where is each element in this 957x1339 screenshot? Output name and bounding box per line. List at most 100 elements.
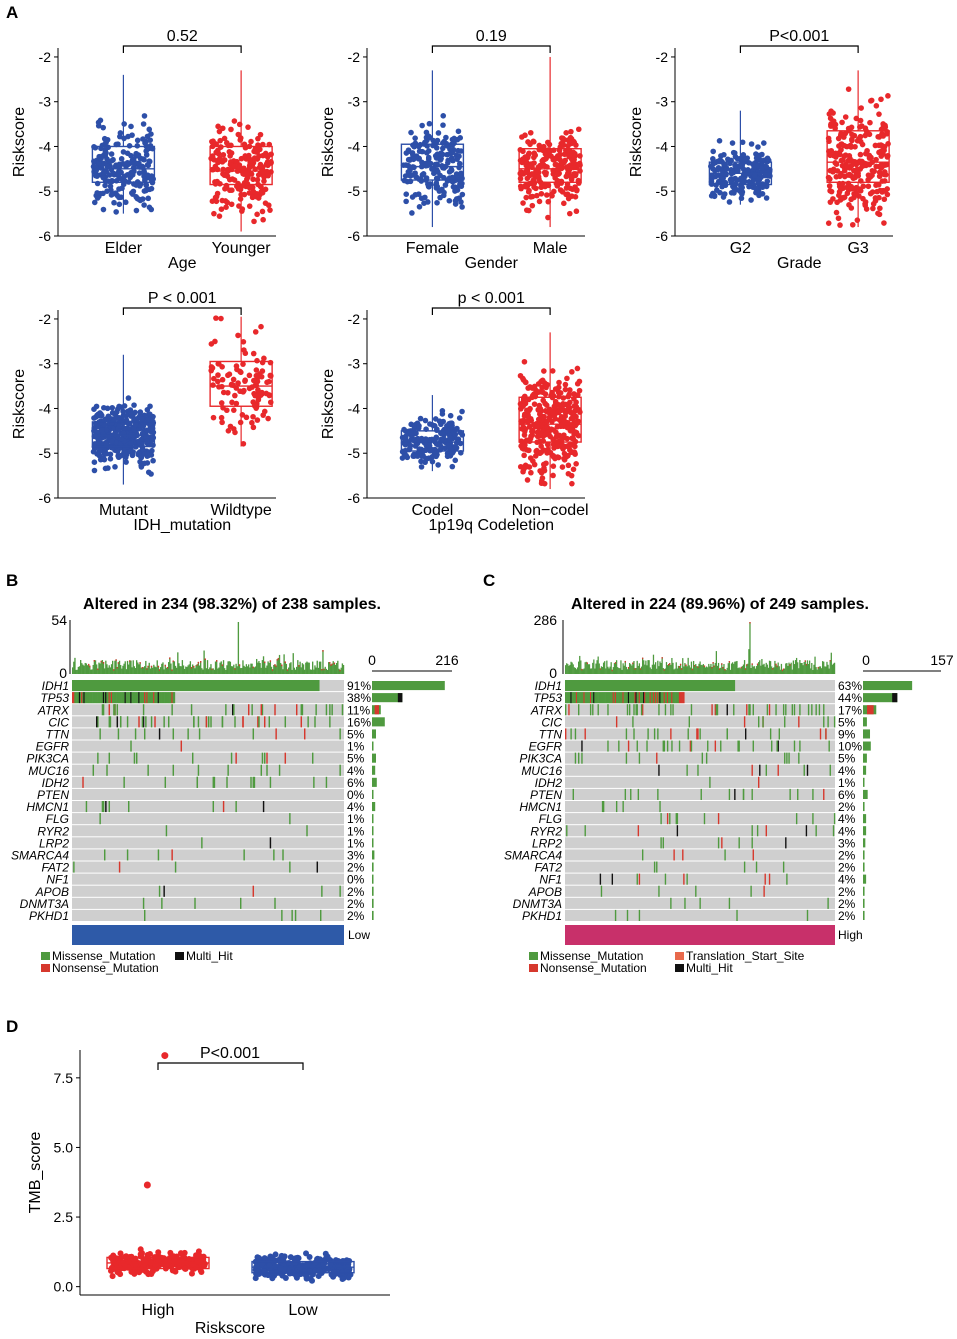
tmb-bar bbox=[331, 663, 333, 674]
tmb-bar bbox=[283, 654, 285, 674]
tmb-bar bbox=[597, 656, 599, 674]
tmb-bar bbox=[240, 668, 242, 674]
data-point bbox=[550, 453, 557, 459]
alteration-cell bbox=[154, 692, 156, 704]
alteration-cell bbox=[751, 837, 753, 849]
data-point bbox=[445, 159, 451, 166]
data-point bbox=[844, 190, 851, 197]
data-point bbox=[315, 1273, 322, 1280]
tmb-bar bbox=[661, 657, 663, 674]
tmb-bar bbox=[591, 668, 593, 674]
y-tick-label: -4 bbox=[39, 400, 52, 416]
data-point bbox=[870, 205, 876, 212]
tmb-bar bbox=[269, 660, 272, 674]
data-point bbox=[107, 1267, 114, 1274]
alteration-cell bbox=[102, 704, 105, 716]
data-point bbox=[240, 440, 247, 447]
alteration-cell bbox=[608, 692, 610, 704]
data-point bbox=[243, 414, 250, 421]
gene-label: HMCN1 bbox=[519, 800, 562, 814]
data-point bbox=[265, 1272, 272, 1279]
alteration-cell bbox=[307, 716, 309, 728]
data-point bbox=[755, 153, 761, 160]
data-point bbox=[418, 178, 425, 184]
tmb-bar bbox=[696, 666, 698, 674]
data-point bbox=[107, 183, 114, 190]
tmb-bar bbox=[764, 666, 766, 674]
data-point bbox=[148, 131, 154, 137]
gene-label: APOB bbox=[35, 885, 69, 899]
alteration-cell bbox=[73, 692, 75, 704]
tmb-bar-nonsense bbox=[172, 660, 174, 663]
tmb-bar bbox=[768, 660, 771, 674]
alteration-cell bbox=[626, 909, 629, 921]
data-point bbox=[878, 96, 884, 103]
data-point bbox=[543, 447, 549, 454]
data-point bbox=[539, 377, 546, 384]
data-point bbox=[526, 163, 533, 169]
tmb-bar bbox=[588, 664, 591, 674]
tmb-bar bbox=[134, 668, 137, 674]
alteration-cell bbox=[630, 692, 632, 704]
data-point bbox=[519, 426, 525, 432]
alteration-cell bbox=[625, 752, 628, 764]
tmb-bar bbox=[664, 668, 667, 674]
tmb-bar bbox=[107, 667, 109, 674]
alteration-cell bbox=[807, 704, 810, 716]
tmb-bar bbox=[774, 660, 776, 674]
tmb-bar bbox=[275, 665, 277, 674]
alteration-cell bbox=[170, 692, 172, 704]
data-point bbox=[232, 392, 238, 399]
tmb-bar-nonsense bbox=[264, 661, 266, 664]
tmb-bar bbox=[812, 669, 814, 674]
data-point bbox=[252, 329, 259, 335]
tmb-bar-nonsense bbox=[190, 667, 193, 669]
tmb-bar bbox=[740, 666, 742, 674]
alteration-cell bbox=[243, 849, 245, 861]
tmb-bar bbox=[78, 666, 81, 674]
alteration-cell bbox=[786, 752, 788, 764]
alteration-cell bbox=[147, 692, 149, 704]
tmb-bar bbox=[760, 665, 762, 674]
tmb-bar bbox=[601, 667, 604, 674]
data-point bbox=[399, 455, 406, 461]
tmb-bar bbox=[568, 665, 570, 674]
data-point bbox=[155, 1249, 162, 1256]
data-point bbox=[108, 192, 115, 198]
tmb-bar bbox=[92, 664, 94, 674]
data-point bbox=[97, 410, 103, 416]
data-point bbox=[117, 133, 123, 140]
data-point bbox=[872, 198, 879, 204]
data-point bbox=[109, 1273, 116, 1280]
alteration-cell bbox=[746, 704, 748, 716]
tmb-bar bbox=[109, 667, 112, 674]
frequency-bar bbox=[863, 814, 867, 824]
percent-label: 1% bbox=[347, 740, 365, 754]
alteration-cell bbox=[670, 728, 672, 740]
tmb-bar bbox=[208, 669, 210, 674]
tmb-bar bbox=[619, 668, 621, 674]
tmb-bar bbox=[74, 657, 76, 674]
data-point bbox=[553, 434, 560, 440]
tmb-bar bbox=[308, 662, 310, 674]
data-point bbox=[139, 446, 146, 453]
tmb-bar bbox=[216, 660, 218, 674]
data-point bbox=[132, 421, 139, 428]
alteration-cell bbox=[650, 692, 653, 704]
data-point bbox=[543, 169, 549, 176]
data-point bbox=[141, 1257, 148, 1264]
x-axis-title: 1p19q Codeletion bbox=[429, 517, 554, 534]
tmb-bar bbox=[147, 665, 149, 674]
tmb-bar bbox=[632, 662, 634, 674]
alteration-cell bbox=[636, 740, 638, 752]
data-point bbox=[838, 147, 844, 153]
tmb-bar bbox=[89, 665, 91, 674]
tmb-bar bbox=[727, 663, 729, 674]
tmb-bar bbox=[745, 668, 747, 674]
tmb-bar bbox=[144, 666, 146, 674]
alteration-cell bbox=[687, 728, 689, 740]
alteration-cell bbox=[717, 837, 720, 849]
alteration-cell bbox=[96, 716, 98, 728]
data-point bbox=[435, 462, 441, 468]
category-label: Codel bbox=[411, 502, 453, 519]
